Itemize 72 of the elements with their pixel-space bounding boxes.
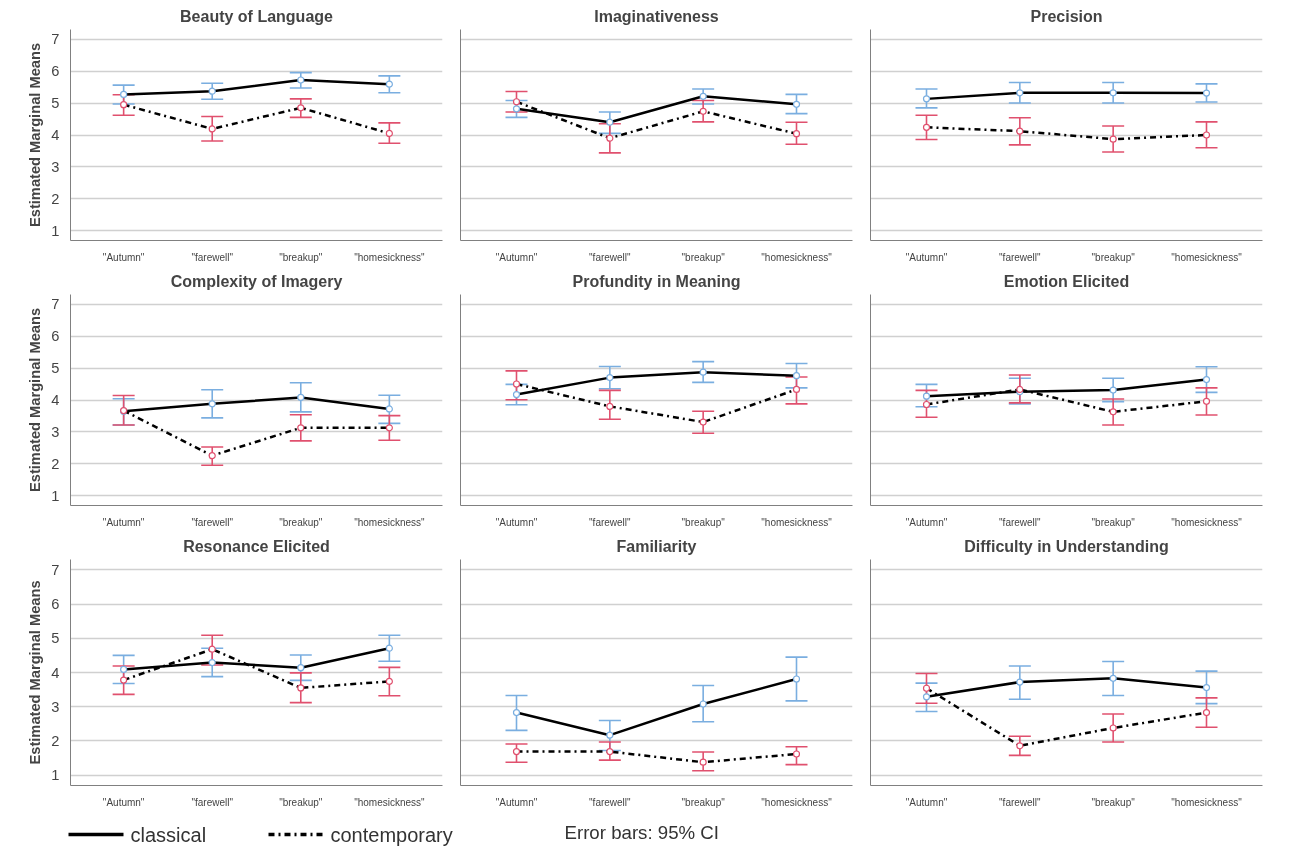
x-tick-label: "Autumn" xyxy=(905,516,948,528)
chart-title: Difficulty in Understanding xyxy=(964,537,1169,555)
y-tick-label: 6 xyxy=(51,63,60,80)
y-tick-label: 1 xyxy=(51,222,60,239)
y-tick-label: 5 xyxy=(51,95,60,112)
chart-title: Emotion Elicited xyxy=(1003,272,1130,290)
x-tick-label: "homesickness" xyxy=(354,796,426,808)
y-tick-label: 6 xyxy=(51,596,60,613)
y-tick-label: 7 xyxy=(51,296,60,313)
x-tick-label: "farewell" xyxy=(191,516,234,528)
y-tick-label: 1 xyxy=(51,487,60,504)
chart-title: Profundity in Meaning xyxy=(572,272,741,290)
y-tick-label: 5 xyxy=(51,360,60,377)
x-tick-label: "homesickness" xyxy=(761,251,833,263)
x-tick-label: "breakup" xyxy=(1091,796,1136,808)
y-tick-label: 1 xyxy=(51,767,60,784)
x-tick-label: "breakup" xyxy=(279,251,323,263)
x-tick-label: "homesickness" xyxy=(761,516,833,528)
text: Error bars: 95% CI xyxy=(564,821,719,843)
x-tick-label: "homesickness" xyxy=(1171,796,1243,808)
y-tick-label: 4 xyxy=(51,392,60,408)
y-tick-label: 5 xyxy=(51,630,60,647)
x-tick-label: "farewell" xyxy=(191,251,234,263)
y-tick-label: 3 xyxy=(51,423,60,440)
chart-title: Beauty of Language xyxy=(180,7,334,25)
x-tick-label: "farewell" xyxy=(589,251,632,263)
x-tick-label: "breakup" xyxy=(681,796,726,808)
chart-title: Complexity of Imagery xyxy=(170,272,343,290)
y-tick-label: 7 xyxy=(51,31,60,48)
y-tick-label: 6 xyxy=(51,328,60,345)
x-tick-label: "farewell" xyxy=(999,251,1042,263)
x-tick-label: "farewell" xyxy=(999,516,1042,528)
x-tick-label: "farewell" xyxy=(589,516,632,528)
x-tick-label: "Autumn" xyxy=(102,796,145,808)
y-tick-label: 4 xyxy=(51,127,60,143)
x-tick-label: "farewell" xyxy=(999,796,1042,808)
y-axis-title: Estimated Marginal Means xyxy=(27,307,44,493)
y-axis-title: Estimated Marginal Means xyxy=(27,580,44,765)
chart-title: Precision xyxy=(1030,7,1103,25)
y-tick-label: 2 xyxy=(51,455,60,472)
chart-title: Resonance Elicited xyxy=(183,537,330,555)
x-tick-label: "Autumn" xyxy=(495,251,538,263)
x-tick-label: "homesickness" xyxy=(1171,516,1243,528)
x-tick-label: "homesickness" xyxy=(1171,251,1243,263)
x-tick-label: "breakup" xyxy=(1091,516,1136,528)
x-tick-label: "Autumn" xyxy=(495,796,538,808)
x-tick-label: "homesickness" xyxy=(761,796,833,808)
y-tick-label: 4 xyxy=(51,664,60,681)
y-axis-title: Estimated Marginal Means xyxy=(27,42,44,228)
x-tick-label: "Autumn" xyxy=(905,796,948,808)
y-tick-label: 3 xyxy=(51,158,60,175)
x-tick-label: "Autumn" xyxy=(905,251,948,263)
x-tick-label: "Autumn" xyxy=(495,516,538,528)
x-tick-label: "farewell" xyxy=(589,796,632,808)
x-tick-label: "breakup" xyxy=(681,251,726,263)
x-tick-label: "breakup" xyxy=(1091,251,1136,263)
x-tick-label: "breakup" xyxy=(279,796,323,808)
legend-label: contemporary xyxy=(330,823,453,846)
x-tick-label: "homesickness" xyxy=(354,516,426,528)
chart-title: Imaginativeness xyxy=(594,7,719,25)
x-tick-label: "breakup" xyxy=(681,516,726,528)
legend-label: classical xyxy=(130,823,207,846)
x-tick-label: "homesickness" xyxy=(354,251,426,263)
x-tick-label: "Autumn" xyxy=(102,251,145,263)
x-tick-label: "Autumn" xyxy=(102,516,145,528)
y-tick-label: 2 xyxy=(51,190,60,207)
y-tick-label: 7 xyxy=(51,561,60,578)
x-tick-label: "breakup" xyxy=(279,516,323,528)
y-tick-label: 3 xyxy=(51,698,60,715)
y-tick-label: 2 xyxy=(51,732,60,749)
chart-title: Familiarity xyxy=(616,537,697,555)
x-tick-label: "farewell" xyxy=(191,796,234,808)
